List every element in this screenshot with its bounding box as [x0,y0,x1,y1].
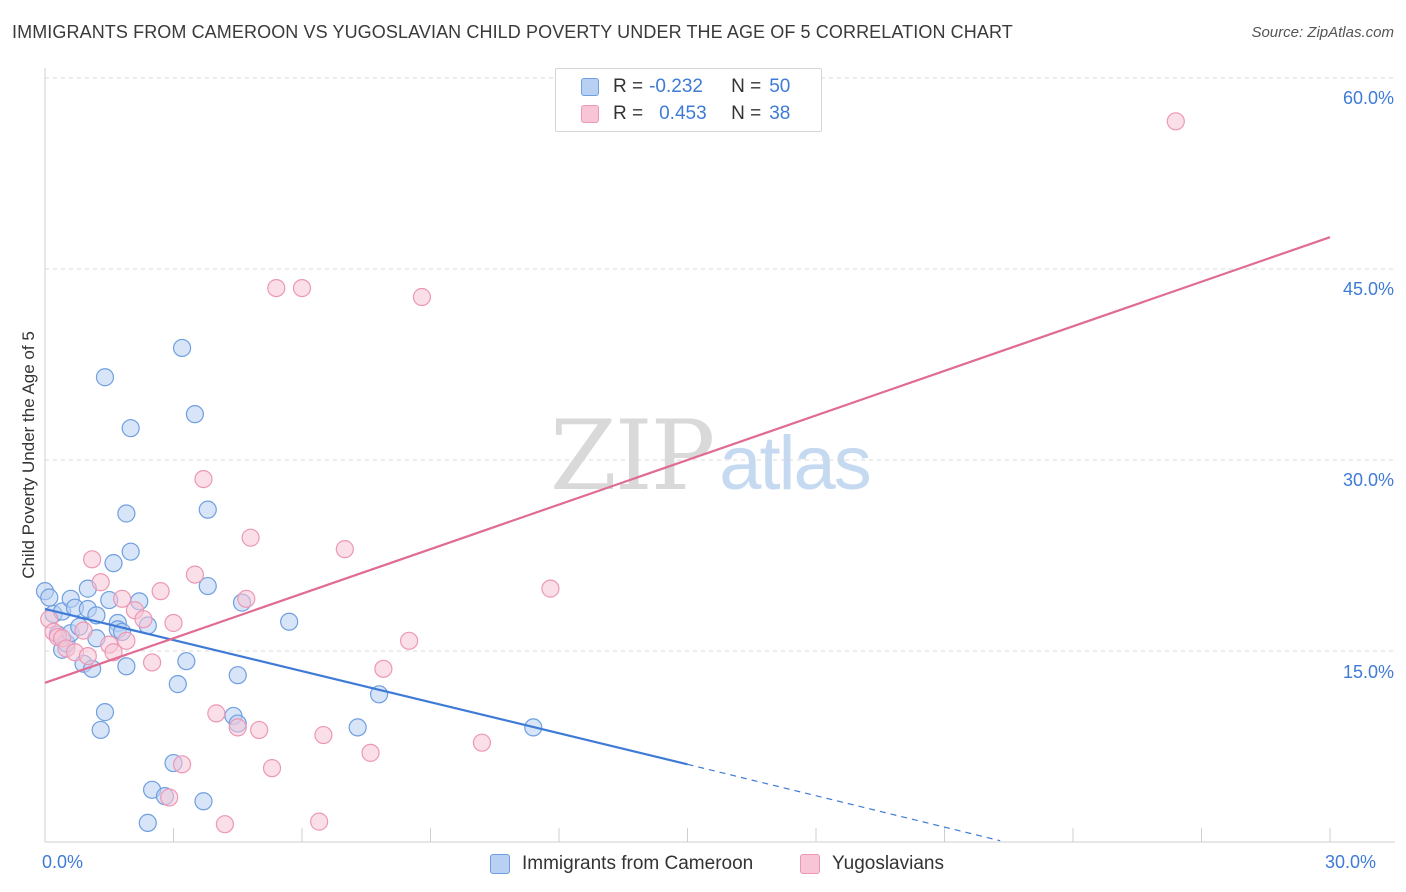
data-point-blue [194,792,213,811]
legend-swatch-blue [581,78,599,96]
data-point-blue [117,657,136,676]
legend-row-cameroon: R = -0.232 N = 50 [581,75,790,99]
bottom-legend-swatch-blue [490,854,510,874]
data-point-blue [95,703,115,722]
data-point-pink [83,550,102,569]
data-point-pink [164,613,183,633]
y-tick-label-60: 60.0% [1342,88,1394,108]
chart-title: IMMIGRANTS FROM CAMEROON VS YUGOSLAVIAN … [12,22,1013,42]
data-point-pink [250,720,269,740]
source-label: Source: ZipAtlas.com [1251,24,1394,41]
watermark-atlas: atlas [719,421,872,506]
data-point-pink [172,755,192,774]
data-point-pink [314,725,333,745]
data-point-pink [262,759,282,778]
data-point-blue [228,666,247,685]
x-tick-label-max: 30.0% [1325,852,1377,872]
data-point-pink [335,540,354,559]
data-point-blue [121,419,140,438]
legend-n-label: N = [731,76,762,97]
data-point-pink [374,659,393,678]
data-point-pink [74,621,93,640]
bottom-legend-yugoslavians: Yugoslavians [800,852,944,876]
x-tick-label-min: 0.0% [42,852,84,872]
legend-n-value: 50 [769,76,791,97]
bottom-legend-label: Yugoslavians [832,853,944,874]
legend-r-label: R = [613,103,644,124]
data-point-pink [237,589,256,608]
data-point-blue [172,338,192,358]
data-point-blue [40,588,59,607]
data-point-pink [185,565,205,584]
data-point-pink [310,812,329,831]
legend-row-yugoslavians: R = 0.453 N = 38 [581,102,790,126]
bottom-legend-cameroon: Immigrants from Cameroon [490,852,753,876]
data-point-blue [280,612,299,631]
data-point-pink [399,631,419,650]
legend-n-label: N = [731,103,762,124]
data-point-blue [198,576,217,596]
data-point-blue [348,718,367,737]
correlation-legend: R = -0.232 N = 50 R = 0.453 N = 38 [555,68,822,132]
legend-r-value: -0.232 [649,76,703,97]
legend-r-value: 0.453 [659,103,707,124]
data-point-pink [541,579,560,598]
data-point-pink [78,646,97,666]
trend-line-extension-blue [687,763,1001,842]
data-point-pink [361,743,380,762]
legend-swatch-pink [581,105,599,123]
data-point-pink [228,718,247,737]
data-point-pink [412,287,432,307]
data-point-blue [104,554,123,573]
data-point-pink [142,653,162,672]
bottom-legend-swatch-pink [800,854,820,874]
data-point-pink [1166,112,1185,131]
data-point-blue [185,405,205,424]
data-point-pink [292,279,312,298]
data-point-pink [160,788,179,807]
watermark-zip: ZIP [550,400,715,512]
data-point-blue [91,720,110,740]
data-point-pink [472,733,491,752]
data-point-pink [207,704,226,723]
legend-n-value: 38 [769,103,791,124]
data-point-blue [117,504,136,523]
watermark: ZIPatlas [550,400,872,512]
trend-line-blue [44,607,688,766]
data-point-blue [121,542,140,561]
data-point-blue [138,813,157,833]
trend-line-pink [44,236,1331,684]
y-tick-label-15: 15.0% [1342,662,1394,682]
data-point-pink [267,279,286,298]
y-tick-label-45: 45.0% [1342,279,1394,299]
data-point-blue [198,500,217,519]
data-point-pink [112,589,132,608]
bottom-legend-label: Immigrants from Cameroon [522,853,754,874]
data-point-pink [134,610,153,629]
legend-r-label: R = [613,76,644,97]
data-point-blue [95,368,115,387]
data-point-pink [194,470,213,489]
data-point-blue [168,675,187,694]
y-tick-label-30: 30.0% [1342,470,1394,490]
data-point-pink [151,582,170,601]
data-point-pink [241,528,260,547]
data-point-blue [177,652,196,671]
y-axis-label: Child Poverty Under the Age of 5 [19,331,38,579]
data-point-pink [215,815,234,834]
data-point-pink [91,573,110,592]
data-point-pink [117,631,136,650]
